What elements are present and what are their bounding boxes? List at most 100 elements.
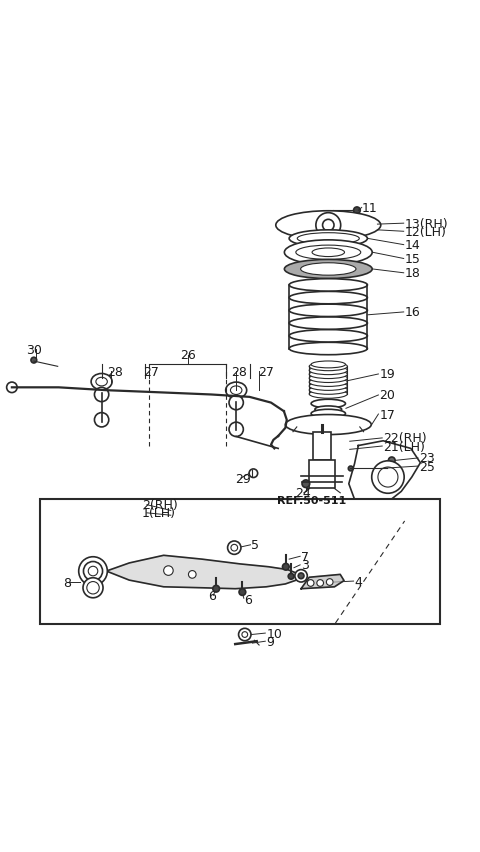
Circle shape (189, 571, 196, 579)
Circle shape (239, 629, 251, 641)
Circle shape (88, 567, 98, 576)
Polygon shape (107, 556, 300, 589)
Ellipse shape (309, 371, 348, 379)
Circle shape (229, 396, 243, 411)
Circle shape (164, 566, 173, 576)
Text: 24: 24 (295, 486, 311, 499)
Ellipse shape (300, 263, 356, 276)
Ellipse shape (91, 374, 112, 390)
Text: 6: 6 (244, 593, 252, 606)
Ellipse shape (289, 343, 367, 355)
Circle shape (87, 582, 99, 594)
Ellipse shape (230, 387, 242, 395)
Bar (309, 460, 336, 489)
Circle shape (298, 573, 304, 579)
Text: 20: 20 (379, 389, 395, 402)
Text: 9: 9 (266, 635, 274, 648)
Ellipse shape (284, 240, 372, 265)
Circle shape (84, 561, 103, 581)
Ellipse shape (296, 246, 361, 260)
Text: 7: 7 (301, 550, 309, 563)
Text: 14: 14 (405, 239, 420, 252)
Text: 15: 15 (405, 253, 420, 266)
Text: REF.50-511: REF.50-511 (277, 495, 347, 505)
Text: 12(LH): 12(LH) (405, 226, 446, 239)
Circle shape (354, 208, 360, 215)
Circle shape (317, 580, 324, 587)
Ellipse shape (297, 233, 360, 245)
Ellipse shape (311, 410, 346, 418)
Ellipse shape (312, 249, 345, 257)
Text: 30: 30 (26, 343, 42, 356)
Text: 22(RH): 22(RH) (383, 432, 427, 445)
Ellipse shape (289, 231, 367, 248)
Text: 21(LH): 21(LH) (383, 440, 425, 453)
Ellipse shape (311, 361, 346, 368)
Circle shape (83, 578, 103, 598)
Circle shape (316, 213, 341, 239)
Ellipse shape (309, 378, 348, 387)
Bar (313, 433, 331, 460)
Text: 25: 25 (419, 460, 435, 473)
Text: 27: 27 (144, 366, 159, 378)
Ellipse shape (315, 406, 342, 413)
Text: 2(RH): 2(RH) (142, 498, 178, 511)
Circle shape (372, 461, 404, 493)
Ellipse shape (309, 363, 348, 371)
Ellipse shape (309, 386, 348, 394)
Text: 28: 28 (108, 366, 123, 378)
Text: 29: 29 (235, 473, 251, 486)
Circle shape (79, 557, 108, 585)
Circle shape (239, 589, 246, 596)
Circle shape (388, 458, 395, 464)
Text: 28: 28 (231, 366, 247, 378)
Circle shape (326, 579, 333, 585)
Ellipse shape (309, 383, 348, 391)
Ellipse shape (289, 292, 367, 304)
Text: 3: 3 (301, 559, 309, 572)
Ellipse shape (289, 279, 367, 291)
Text: 26: 26 (180, 349, 196, 362)
Text: 6: 6 (208, 590, 216, 602)
Ellipse shape (309, 366, 348, 375)
Ellipse shape (284, 260, 372, 279)
Circle shape (95, 388, 109, 402)
Text: 19: 19 (379, 368, 395, 381)
Ellipse shape (311, 400, 346, 408)
Text: 17: 17 (379, 408, 395, 421)
Circle shape (282, 564, 289, 571)
Circle shape (31, 358, 36, 364)
Text: 10: 10 (266, 627, 282, 640)
Text: 27: 27 (258, 366, 274, 378)
Text: 11: 11 (362, 202, 377, 215)
Text: 4: 4 (355, 575, 362, 588)
Circle shape (242, 632, 248, 637)
Ellipse shape (276, 211, 381, 240)
Circle shape (95, 413, 109, 428)
Ellipse shape (309, 390, 348, 399)
Ellipse shape (226, 383, 247, 399)
Circle shape (288, 573, 294, 579)
Ellipse shape (289, 331, 367, 343)
Text: 13(RH): 13(RH) (405, 217, 448, 230)
Ellipse shape (285, 415, 371, 435)
Circle shape (213, 585, 219, 592)
Circle shape (295, 570, 307, 583)
Text: 8: 8 (63, 576, 72, 589)
Polygon shape (301, 575, 344, 589)
Circle shape (231, 544, 238, 551)
Text: 1(LH): 1(LH) (142, 507, 176, 520)
Circle shape (249, 469, 258, 478)
Circle shape (307, 580, 314, 587)
Circle shape (228, 541, 241, 555)
Circle shape (323, 220, 334, 232)
Text: 5: 5 (252, 538, 260, 551)
Circle shape (229, 423, 243, 437)
Bar (39, 500, 441, 624)
Circle shape (348, 467, 353, 471)
Text: 23: 23 (419, 452, 435, 465)
Ellipse shape (309, 375, 348, 383)
Ellipse shape (96, 377, 108, 387)
Ellipse shape (289, 318, 367, 330)
Text: 16: 16 (405, 306, 420, 319)
